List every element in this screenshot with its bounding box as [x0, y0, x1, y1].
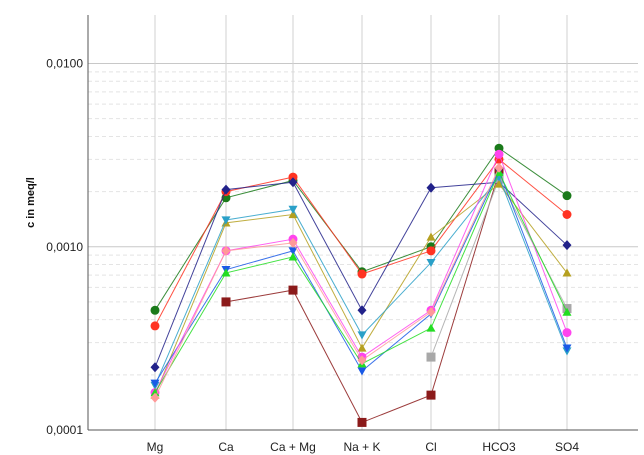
- y-axis-title: c in meq/l: [25, 177, 37, 228]
- data-point: [288, 205, 298, 214]
- data-point: [150, 392, 160, 403]
- series-line: [154, 167, 500, 398]
- x-tick-label: SO4: [555, 440, 579, 454]
- data-point: [562, 344, 572, 353]
- data-point: [426, 323, 436, 332]
- data-point: [288, 177, 298, 188]
- data-point: [357, 269, 367, 279]
- x-tick-label: Ca + Mg: [270, 440, 316, 454]
- data-point: [357, 343, 367, 352]
- data-point: [288, 252, 298, 261]
- data-point: [150, 305, 160, 315]
- major-grid: [88, 15, 638, 431]
- data-point: [288, 247, 298, 256]
- data-point: [288, 209, 298, 219]
- data-point: [426, 258, 436, 268]
- data-point: [288, 172, 298, 182]
- data-point: [562, 240, 572, 251]
- data-point: [357, 305, 367, 316]
- data-point: [221, 297, 231, 307]
- data-point: [221, 245, 231, 256]
- series-10: [150, 162, 504, 403]
- data-point: [494, 149, 504, 159]
- data-point: [357, 331, 367, 340]
- data-point: [150, 362, 160, 373]
- y-tick-label: 0,0001: [46, 423, 83, 437]
- data-point: [221, 184, 231, 195]
- data-point: [288, 285, 298, 295]
- x-tick-label: Cl: [425, 440, 436, 454]
- data-point: [494, 179, 504, 188]
- data-point: [494, 162, 504, 173]
- data-point: [357, 355, 367, 366]
- data-point: [562, 268, 572, 277]
- data-point: [426, 307, 436, 318]
- data-point: [562, 328, 572, 338]
- x-tick-label: Na + K: [343, 440, 380, 454]
- data-point: [357, 417, 367, 427]
- data-point: [562, 307, 572, 316]
- data-point: [426, 182, 436, 193]
- data-point: [357, 367, 367, 376]
- x-tick-label: Mg: [147, 440, 164, 454]
- data-point: [426, 352, 436, 362]
- data-point: [221, 216, 231, 225]
- data-point: [426, 390, 436, 400]
- data-point: [288, 237, 298, 248]
- x-tick-label: HCO3: [482, 440, 516, 454]
- x-tick-label: Ca: [218, 440, 234, 454]
- labels-layer: 0,0001 0,0010 0,0100 Mg Ca Ca + Mg Na + K Cl HCO…: [25, 57, 579, 454]
- data-point: [426, 232, 436, 241]
- data-point: [426, 246, 436, 256]
- y-tick-label: 0,0010: [46, 240, 83, 254]
- minor-grid: [88, 71, 638, 376]
- data-point: [150, 321, 160, 331]
- data-point: [562, 191, 572, 201]
- data-point: [150, 379, 160, 388]
- data-point: [221, 268, 231, 277]
- data-point: [562, 209, 572, 219]
- y-tick-label: 0,0100: [46, 57, 83, 71]
- axes: [87, 15, 638, 431]
- series-layer: [150, 143, 572, 427]
